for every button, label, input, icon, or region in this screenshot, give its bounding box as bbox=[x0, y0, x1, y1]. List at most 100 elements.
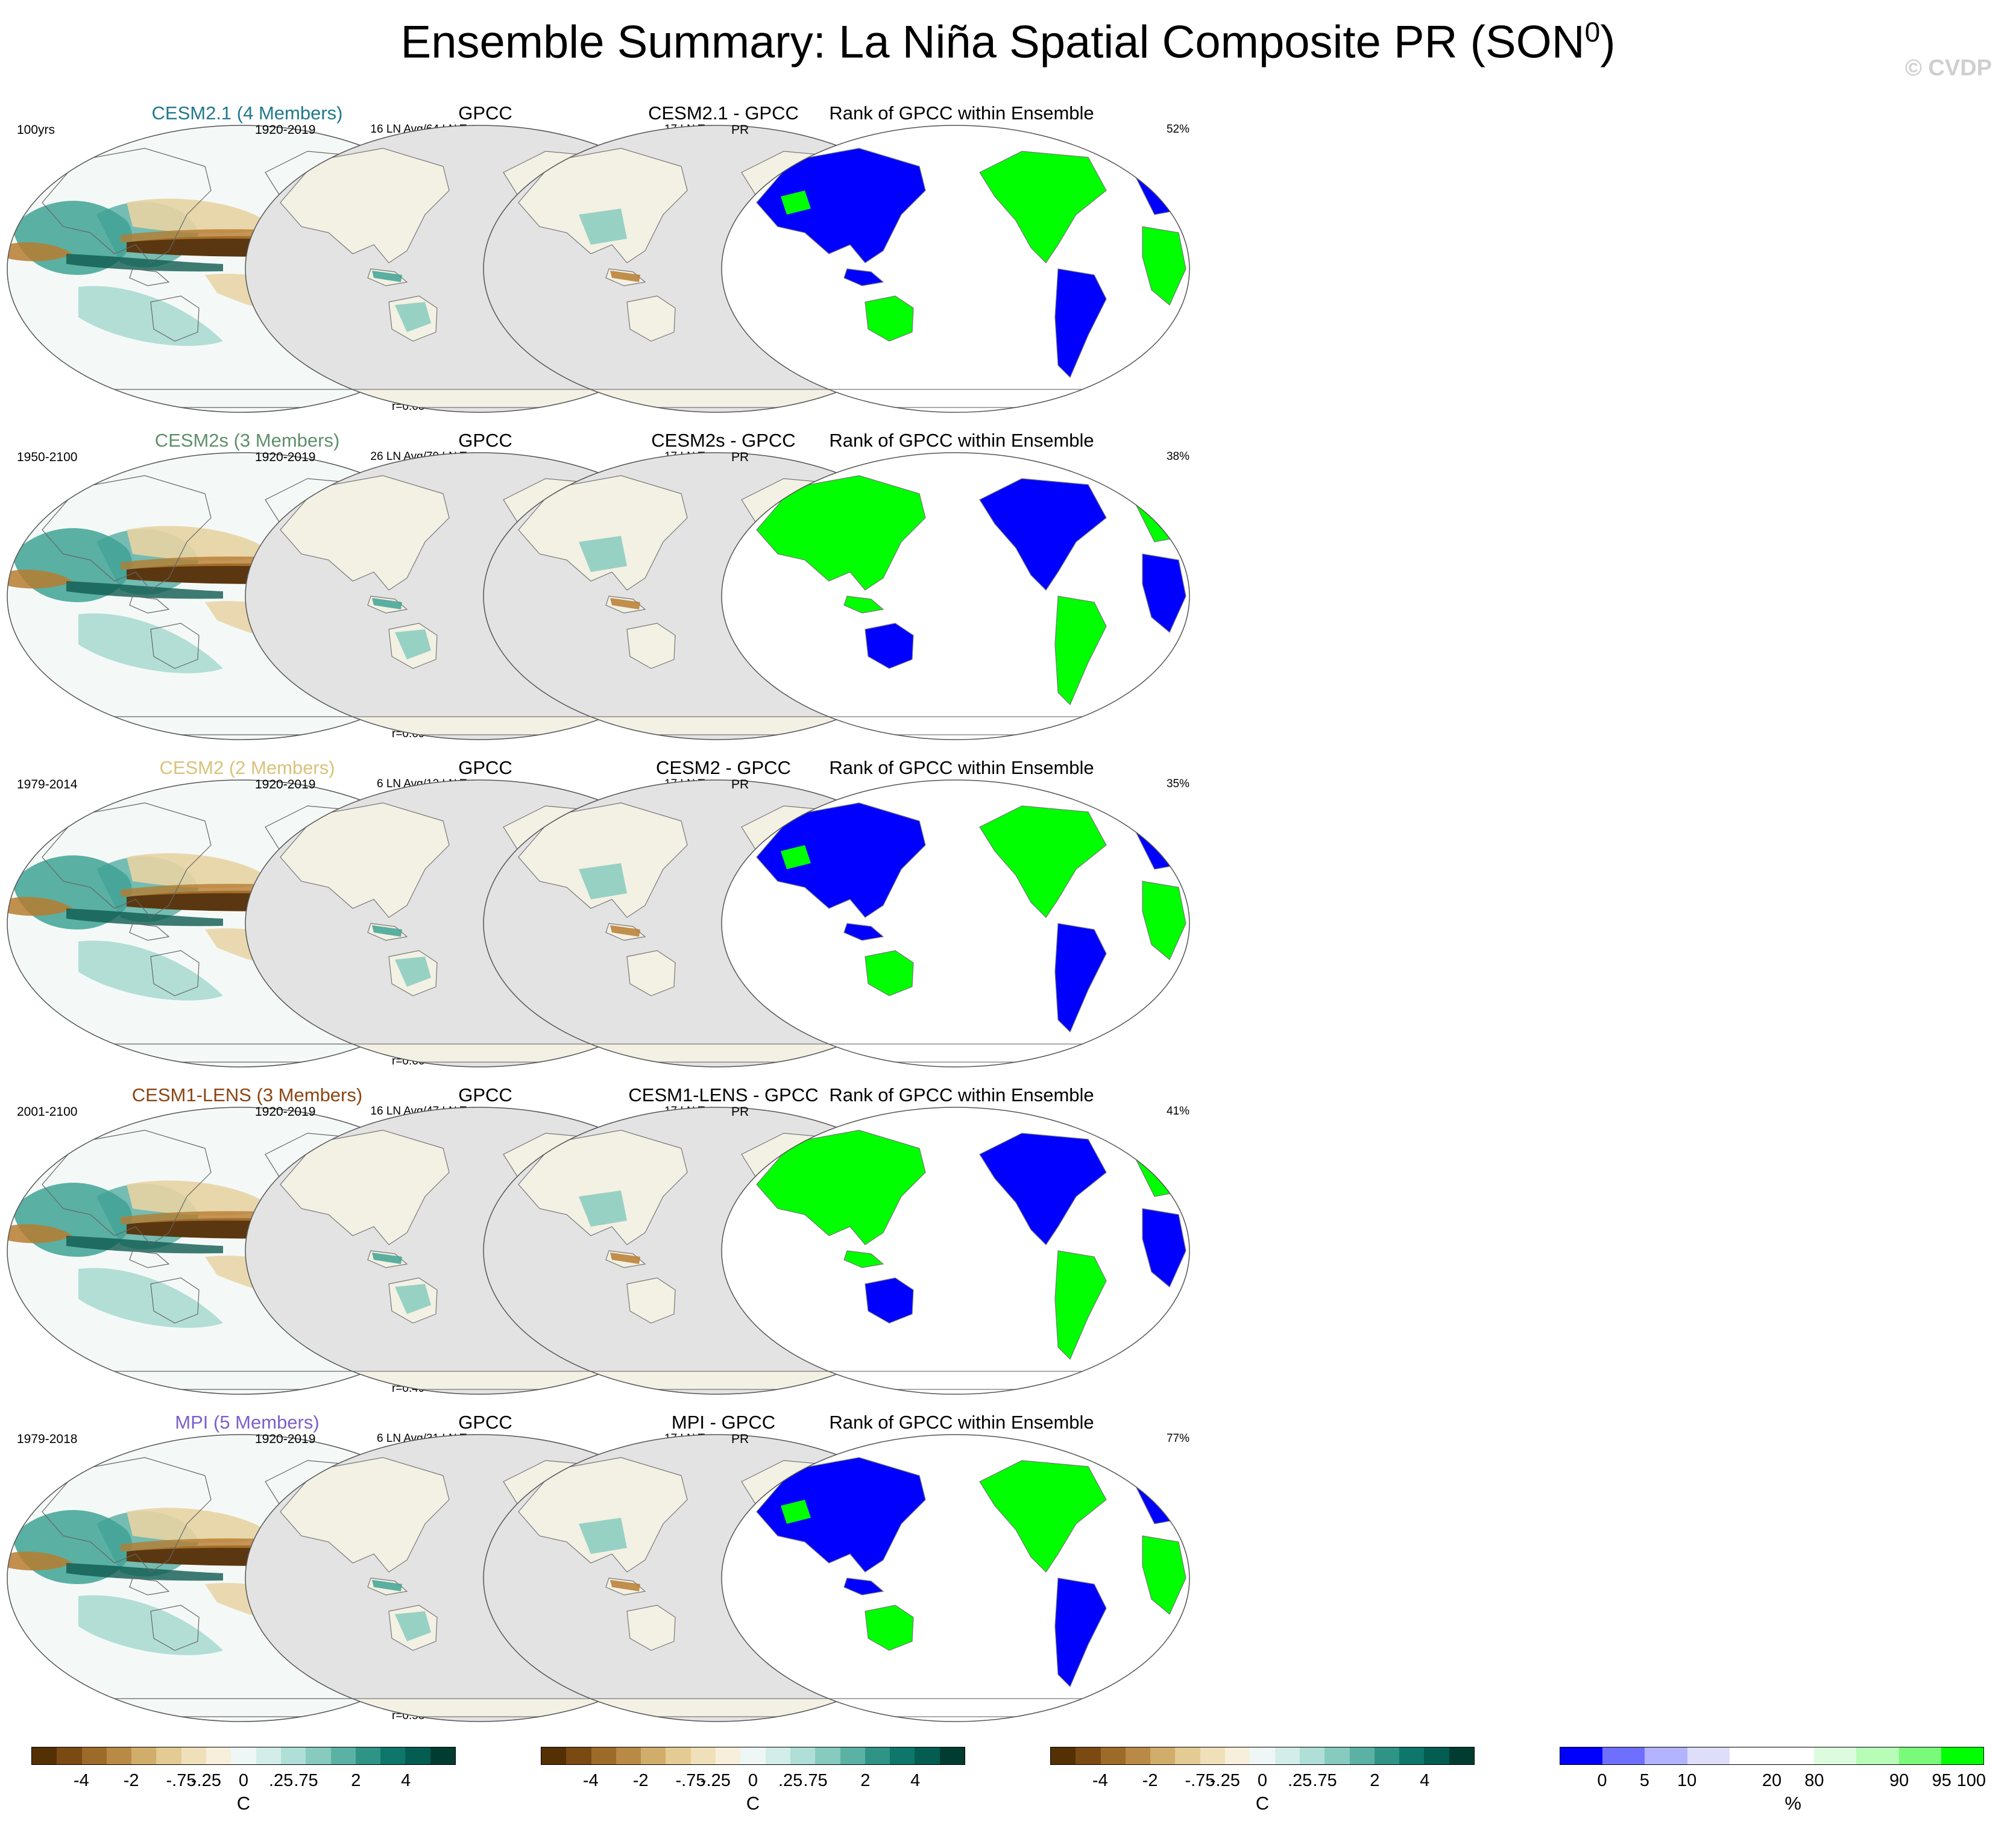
coastline-asia bbox=[42, 475, 212, 591]
rank-maritime bbox=[843, 923, 884, 941]
variable-label: PR bbox=[731, 450, 749, 464]
colorbar-tick-label: -2 bbox=[1142, 1771, 1158, 1790]
land-australia bbox=[626, 623, 676, 669]
coastline-maritime bbox=[129, 1577, 170, 1596]
panel-title: CESM2s - GPCC bbox=[651, 430, 796, 451]
colorbar-tick-label: 0 bbox=[1257, 1771, 1268, 1790]
panel-title: GPCC bbox=[458, 1084, 512, 1105]
land-asia bbox=[518, 1457, 688, 1573]
colorbar-swatch bbox=[57, 1747, 82, 1764]
colorbar-swatch bbox=[1051, 1747, 1076, 1764]
colorbar-swatch bbox=[641, 1747, 666, 1764]
colorbar-swatches bbox=[1050, 1747, 1475, 1765]
coastline-asia bbox=[42, 802, 212, 918]
years-label: 100yrs bbox=[17, 123, 55, 137]
dry-maritime bbox=[610, 271, 640, 282]
colorbar-swatch bbox=[106, 1747, 132, 1764]
wet-blob-south bbox=[78, 940, 223, 1001]
colorbar-swatch bbox=[865, 1747, 890, 1764]
colorbar-swatch bbox=[280, 1747, 306, 1764]
colorbar-tick-label: .75 bbox=[294, 1771, 318, 1790]
dry-blob-indian bbox=[7, 1224, 72, 1244]
dry-blob-indian bbox=[7, 896, 72, 916]
coastline-australia bbox=[150, 623, 200, 669]
years-label: 1920-2019 bbox=[255, 1105, 316, 1119]
colorbar-tick-label: -.75 bbox=[675, 1771, 706, 1790]
rank-asia bbox=[756, 475, 926, 591]
coastline-maritime bbox=[129, 268, 170, 286]
colorbar-tick-label: .25 bbox=[778, 1771, 803, 1790]
rank-namerica bbox=[979, 805, 1107, 918]
panel-title: CESM2.1 (4 Members) bbox=[151, 102, 343, 124]
dry-blob-indian bbox=[7, 242, 72, 262]
rank-africa bbox=[1142, 881, 1186, 960]
cvdp-watermark: © CVDP bbox=[1904, 55, 1992, 81]
dry-maritime bbox=[610, 1580, 640, 1591]
colorbar-tick-label: 0 bbox=[1597, 1771, 1607, 1790]
rank-maritime bbox=[843, 1577, 884, 1596]
coastline-maritime bbox=[129, 596, 170, 614]
figure-title: Ensemble Summary: La Niña Spatial Compos… bbox=[400, 16, 1616, 68]
wet-australia bbox=[395, 1284, 431, 1314]
panel-title: Rank of GPCC within Ensemble bbox=[829, 430, 1094, 451]
rank-namerica bbox=[979, 1133, 1107, 1245]
dry-maritime bbox=[610, 925, 640, 937]
coastline-asia bbox=[42, 148, 212, 263]
land-asia bbox=[280, 802, 450, 918]
panel-title: GPCC bbox=[458, 102, 512, 124]
colorbar-tick-label: 2 bbox=[351, 1771, 361, 1790]
rank-map bbox=[721, 125, 1190, 413]
rank-africa bbox=[1142, 553, 1186, 633]
colorbar-swatch bbox=[1645, 1747, 1687, 1764]
panel-title: CESM2 - GPCC bbox=[656, 757, 791, 778]
coastline-australia bbox=[150, 1605, 200, 1651]
colorbar-swatch bbox=[1349, 1747, 1375, 1764]
colorbar-swatch bbox=[890, 1747, 915, 1764]
colorbar-tick-label: -.75 bbox=[1185, 1771, 1215, 1790]
dry-maritime bbox=[610, 1253, 640, 1264]
colorbar-tick-label: 100 bbox=[1956, 1771, 1986, 1790]
dry-blob-northpac bbox=[127, 1508, 271, 1543]
colorbar-tick-label: 10 bbox=[1677, 1771, 1697, 1790]
colorbar-tick-label: .75 bbox=[1312, 1771, 1337, 1790]
colorbar-tick-label: 20 bbox=[1762, 1771, 1782, 1790]
colorbar-swatch bbox=[1602, 1747, 1645, 1764]
colorbar-tick-label: 0 bbox=[748, 1771, 758, 1790]
rank-australia bbox=[865, 950, 914, 996]
rank-australia bbox=[865, 295, 914, 342]
years-label: 1979-2018 bbox=[17, 1432, 78, 1446]
land-australia bbox=[626, 1605, 676, 1651]
rank-asia bbox=[756, 148, 926, 263]
rank-patch bbox=[781, 518, 811, 542]
colorbar-swatch bbox=[690, 1747, 716, 1764]
colorbar-swatch bbox=[1560, 1747, 1603, 1764]
rank-map bbox=[721, 1434, 1190, 1722]
colorbar-swatch bbox=[1941, 1747, 1984, 1764]
land-australia bbox=[626, 1277, 676, 1324]
colorbar-tick-label: -4 bbox=[582, 1771, 599, 1790]
colorbar-swatch bbox=[1200, 1747, 1226, 1764]
colorbar-tick-label: 2 bbox=[860, 1771, 871, 1790]
rank-asia bbox=[756, 1457, 926, 1573]
colorbar-unit: C bbox=[236, 1793, 251, 1814]
colorbar-swatch bbox=[1076, 1747, 1101, 1764]
panel-title: CESM2 (2 Members) bbox=[159, 757, 335, 778]
variable-label: PR bbox=[731, 778, 749, 791]
wet-australia bbox=[395, 629, 431, 659]
dry-maritime bbox=[610, 598, 640, 609]
wet-maritime bbox=[372, 925, 402, 937]
rank-patch bbox=[781, 1500, 811, 1524]
rank-australia bbox=[865, 1277, 914, 1324]
colorbar-difference: -4 -2 -.75 -.25 0 .25.75 2 4 C bbox=[1050, 1747, 1475, 1814]
panel-title: Rank of GPCC within Ensemble bbox=[829, 1412, 1094, 1433]
colorbar-swatch bbox=[591, 1747, 616, 1764]
colorbar-swatch bbox=[430, 1747, 456, 1764]
colorbar-swatch bbox=[1424, 1747, 1449, 1764]
wet-blob-south bbox=[78, 1595, 223, 1655]
dry-blob-indian bbox=[7, 1551, 72, 1571]
colorbar-swatch bbox=[1814, 1747, 1857, 1764]
land-asia bbox=[280, 1457, 450, 1573]
years-label: 1920-2019 bbox=[255, 123, 316, 137]
coastline-asia bbox=[42, 1457, 212, 1573]
rank-africa bbox=[1142, 226, 1186, 306]
